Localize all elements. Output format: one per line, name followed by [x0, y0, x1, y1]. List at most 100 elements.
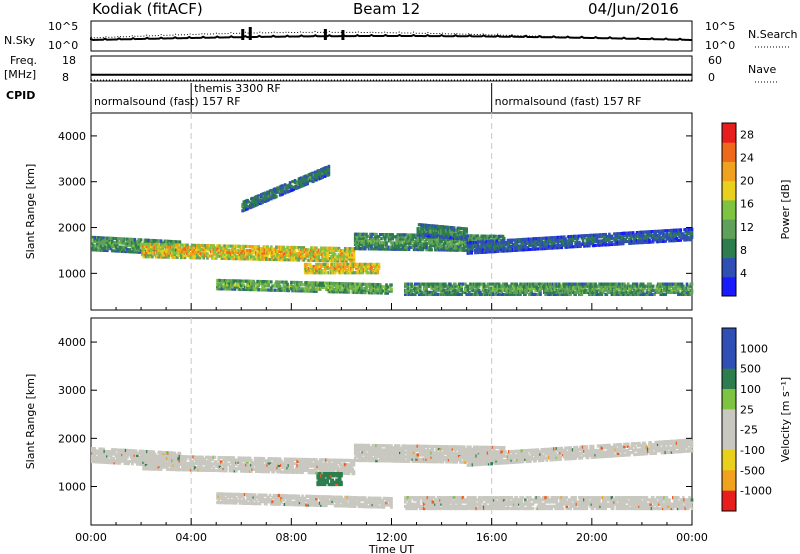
power-cell [445, 288, 448, 292]
power-cell [312, 179, 316, 183]
power-cell [449, 282, 452, 286]
power-cell [330, 250, 333, 254]
power-cell [191, 243, 194, 247]
power-cell [500, 290, 503, 294]
power-cell [99, 238, 103, 242]
power-cell [348, 262, 352, 266]
power-cell [658, 288, 661, 292]
power-cell [475, 282, 478, 286]
power-cell [466, 284, 470, 288]
power-cell [377, 262, 381, 266]
power-cell [262, 288, 266, 292]
power-cell [604, 237, 607, 241]
power-cell [310, 246, 313, 250]
power-cell [382, 235, 386, 239]
power-cell [615, 290, 619, 294]
power-cell [321, 173, 324, 177]
power-cell [320, 262, 323, 266]
power-cell [240, 253, 243, 257]
power-cell [258, 253, 262, 257]
power-cell [654, 229, 657, 233]
power-cell [539, 236, 542, 241]
velocity-panel-frame [90, 317, 693, 526]
power-cell [446, 236, 450, 240]
power-cell [407, 288, 411, 292]
power-cell [288, 252, 292, 256]
power-cell [216, 254, 219, 258]
power-cell [152, 239, 155, 243]
power-cell [450, 286, 453, 290]
power-cell [399, 241, 402, 245]
power-cell [668, 239, 671, 243]
power-cell [620, 282, 624, 286]
power-cell [679, 230, 683, 234]
power-cell [358, 238, 362, 242]
power-cell [600, 286, 604, 290]
power-cell [611, 286, 615, 290]
power-cell [496, 243, 500, 247]
velocity-cell [113, 459, 117, 463]
power-cell [422, 284, 426, 288]
power-cell [437, 238, 441, 242]
power-cell [377, 266, 381, 271]
power-cell [281, 249, 284, 253]
power-cell [579, 244, 582, 248]
power-cell [578, 240, 581, 244]
power-cell [308, 266, 312, 271]
power-cell [315, 289, 318, 293]
power-cell [434, 284, 437, 288]
power-cell [231, 283, 234, 287]
power-cell [133, 250, 137, 254]
power-cell [375, 232, 378, 237]
velocity-cell [94, 455, 98, 460]
power-cell [128, 248, 132, 252]
power-cell [293, 280, 297, 285]
power-cell [213, 246, 217, 250]
power-cell [665, 282, 669, 286]
power-cell [474, 251, 477, 255]
power-cell [220, 246, 223, 250]
power-cell [501, 234, 505, 238]
power-cell [317, 262, 321, 266]
velocity-cell [94, 458, 98, 462]
power-cell [442, 225, 446, 229]
power-cell [430, 282, 433, 286]
power-cell [307, 281, 311, 285]
power-cell [381, 247, 385, 251]
power-cell [664, 229, 668, 233]
power-cell [290, 186, 293, 190]
power-cell [198, 246, 202, 250]
power-cell [610, 234, 614, 238]
power-cell [270, 197, 273, 201]
power-cell [482, 286, 486, 290]
power-cell [203, 250, 207, 254]
power-cell [313, 266, 317, 271]
power-cell [182, 245, 185, 249]
power-cell [685, 284, 689, 288]
power-cell [435, 242, 438, 246]
power-cell [534, 245, 537, 249]
power-cell [108, 244, 112, 249]
power-cell [673, 290, 676, 294]
power-cell [298, 178, 302, 183]
power-cell [111, 249, 114, 253]
power-cell [591, 241, 595, 246]
power-cell [684, 292, 688, 296]
power-cell [292, 187, 296, 191]
power-cell [348, 251, 352, 255]
power-cell [476, 234, 480, 238]
power-cell [201, 254, 204, 258]
power-cell [628, 231, 631, 235]
power-cell [631, 292, 635, 296]
velocity-cell [93, 447, 97, 451]
power-cell [466, 288, 470, 292]
power-cell [668, 288, 671, 292]
power-cell [558, 290, 561, 294]
power-cell [636, 241, 640, 245]
power-cell [385, 243, 388, 247]
power-cell [276, 280, 279, 284]
power-cell [417, 243, 421, 248]
power-cell [126, 247, 129, 252]
power-cell [546, 246, 550, 250]
power-cell [574, 245, 577, 249]
